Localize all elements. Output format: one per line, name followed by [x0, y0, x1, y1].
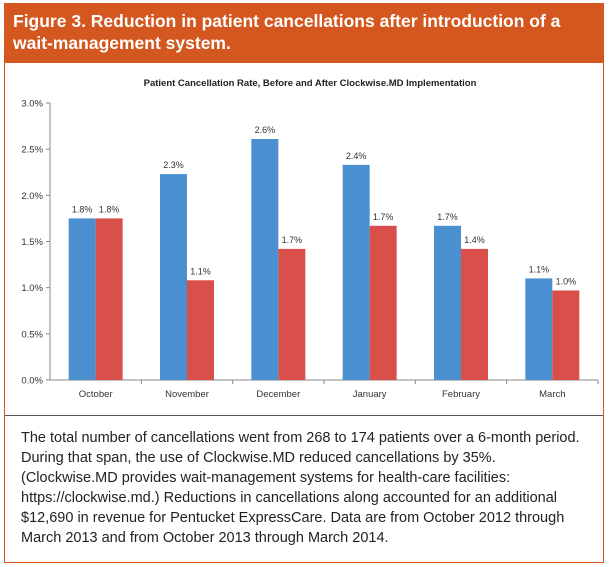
data-label: 1.4%	[464, 235, 485, 245]
figure-header: Figure 3. Reduction in patient cancellat…	[5, 4, 603, 63]
bar-after	[278, 248, 306, 380]
data-label: 1.7%	[437, 212, 458, 222]
data-label: 1.1%	[190, 266, 211, 276]
figure-panel: Figure 3. Reduction in patient cancellat…	[4, 3, 604, 563]
y-tick-label: 0.5%	[21, 329, 43, 340]
chart-area: Patient Cancellation Rate, Before and Af…	[5, 63, 603, 416]
bar-after	[552, 290, 580, 380]
figure-title: Figure 3. Reduction in patient cancellat…	[13, 11, 561, 53]
data-label: 1.7%	[373, 212, 394, 222]
x-tick-label: December	[256, 389, 300, 400]
bar-chart: Patient Cancellation Rate, Before and Af…	[21, 78, 599, 400]
bar-after	[187, 280, 214, 380]
y-tick-label: 1.0%	[21, 283, 43, 294]
data-label: 1.0%	[556, 276, 577, 286]
bar-after	[95, 218, 123, 380]
bar-before	[434, 225, 461, 380]
chart-title: Patient Cancellation Rate, Before and Af…	[144, 78, 477, 89]
data-label: 1.1%	[529, 264, 550, 274]
x-tick-label: November	[165, 389, 209, 400]
y-tick-label: 3.0%	[21, 99, 43, 110]
data-label: 1.8%	[99, 204, 120, 214]
x-tick-label: January	[353, 389, 387, 400]
data-label: 2.3%	[163, 160, 184, 170]
y-tick-label: 2.5%	[21, 145, 43, 156]
data-label: 1.7%	[282, 235, 303, 245]
bar-before	[68, 218, 96, 380]
bar-before	[525, 278, 553, 380]
x-tick-label: March	[539, 389, 565, 400]
data-label: 2.4%	[346, 151, 367, 161]
figure-caption: The total number of cancellations went f…	[21, 430, 580, 546]
bar-before	[342, 164, 370, 380]
x-tick-label: October	[79, 389, 113, 400]
bar-before	[251, 139, 279, 380]
data-label: 2.6%	[255, 125, 276, 135]
y-tick-label: 0.0%	[21, 376, 43, 387]
data-label: 1.8%	[72, 204, 93, 214]
y-tick-label: 2.0%	[21, 191, 43, 202]
x-tick-label: February	[442, 389, 480, 400]
y-tick-label: 1.5%	[21, 237, 43, 248]
bar-before	[160, 174, 187, 380]
bar-after	[369, 225, 397, 380]
bar-after	[461, 248, 488, 380]
